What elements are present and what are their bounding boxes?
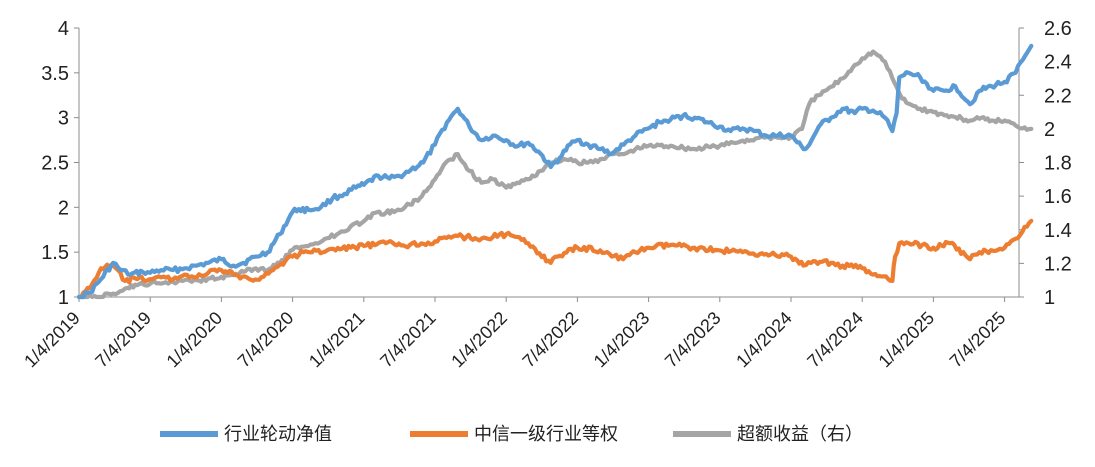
x-tick-label: 7/4/2021 (376, 308, 440, 372)
x-tick-label: 1/4/2023 (590, 308, 654, 372)
x-tick-label: 1/4/2021 (305, 308, 369, 372)
y-right-tick-label: 2.2 (1044, 85, 1072, 107)
y-left-tick-label: 3 (58, 108, 69, 130)
x-tick-label: 7/4/2022 (519, 308, 583, 372)
y-left-tick-label: 4 (58, 18, 69, 40)
x-tick-label: 1/4/2024 (732, 308, 796, 372)
y-left-tick-label: 3.5 (41, 63, 69, 85)
x-tick-label: 7/4/2019 (91, 308, 155, 372)
y-right-tick-label: 1 (1044, 287, 1055, 309)
series-line-1 (76, 43, 1034, 300)
y-left-tick-label: 1.5 (41, 242, 69, 264)
axes: 1 1.5 2 2.5 3 3.5 4 1 1.2 1.4 1.6 1.8 2 2.2 2.4 2.6 1/4/… (20, 18, 1072, 371)
x-tick-label: 7/4/2020 (234, 308, 298, 372)
y-left-tick-label: 2 (58, 197, 69, 219)
y-right-tick-label: 1.8 (1044, 153, 1072, 175)
legend-label: 行业轮动净值 (224, 424, 332, 445)
y-left-tick-label: 1 (58, 287, 69, 309)
x-tick-label: 7/4/2025 (946, 308, 1010, 372)
x-tick-label: 7/4/2024 (803, 308, 867, 372)
y-left-tick-label: 2.5 (41, 153, 69, 175)
y-right-tick-label: 2.4 (1044, 52, 1072, 74)
y-right-tick-label: 1.2 (1044, 253, 1072, 275)
series-line-2 (76, 218, 1034, 300)
x-tick-label: 1/4/2025 (875, 308, 939, 372)
x-tick-label: 1/4/2020 (163, 308, 227, 372)
x-tick-label: 7/4/2023 (661, 308, 725, 372)
y-right-tick-label: 1.4 (1044, 220, 1072, 242)
y-right-tick-label: 2 (1044, 119, 1055, 141)
series-lines (76, 43, 1034, 300)
legend-label: 超额收益（右） (737, 424, 863, 445)
legend-label: 中信一级行业等权 (474, 424, 618, 445)
x-tick-label: 1/4/2022 (447, 308, 511, 372)
y-right-tick-label: 1.6 (1044, 186, 1072, 208)
x-tick-label: 1/4/2019 (20, 308, 84, 372)
y-right-tick-label: 2.6 (1044, 18, 1072, 40)
legend: 行业轮动净值 中信一级行业等权 超额收益（右） (160, 424, 863, 445)
